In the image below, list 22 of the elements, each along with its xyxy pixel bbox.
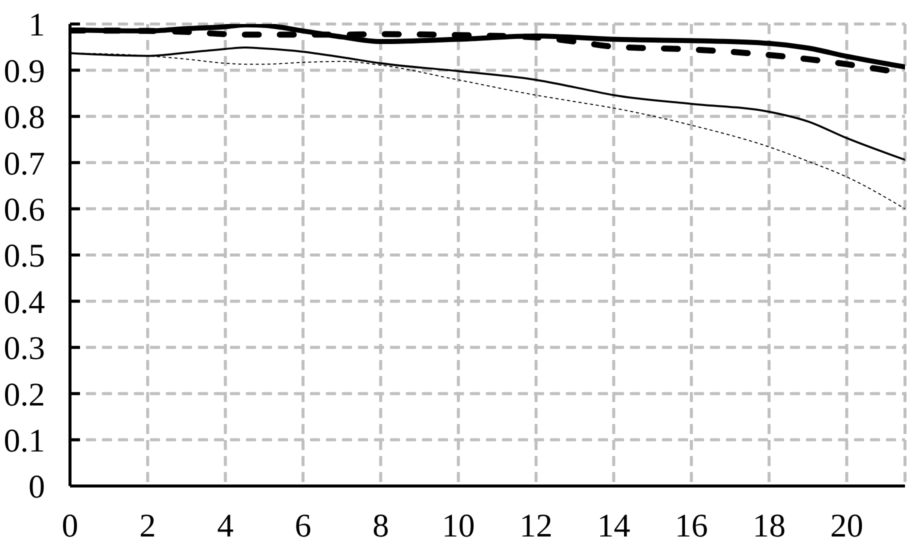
y-tick-label: 0.2 bbox=[4, 377, 45, 414]
x-tick-label: 4 bbox=[217, 508, 234, 540]
x-tick-label: 0 bbox=[62, 508, 78, 540]
x-tick-label: 14 bbox=[597, 508, 630, 540]
y-tick-label: 0.3 bbox=[4, 331, 45, 368]
x-tick-label: 10 bbox=[442, 508, 475, 540]
x-tick-label: 18 bbox=[752, 508, 786, 540]
y-tick-label: 0.8 bbox=[4, 100, 45, 136]
y-tick-label: 0.9 bbox=[4, 54, 45, 90]
y-tick-label: 0 bbox=[28, 470, 45, 506]
y-tick-label: 1 bbox=[28, 8, 45, 44]
x-tick-label: 6 bbox=[294, 508, 312, 540]
x-tick-label: 8 bbox=[372, 508, 389, 540]
y-tick-label: 0.6 bbox=[4, 192, 45, 229]
y-tick-label: 0.5 bbox=[4, 238, 45, 275]
y-tick-label: 0.4 bbox=[4, 284, 45, 321]
y-tick-label: 0.1 bbox=[4, 424, 45, 460]
y-tick-label: 0.7 bbox=[4, 146, 45, 182]
x-tick-label: 20 bbox=[830, 508, 864, 540]
x-tick-label: 16 bbox=[674, 508, 708, 540]
x-tick-label: 12 bbox=[520, 508, 553, 540]
x-tick-label: 2 bbox=[139, 508, 156, 540]
